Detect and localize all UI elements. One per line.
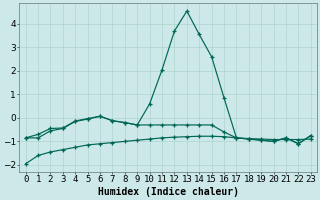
X-axis label: Humidex (Indice chaleur): Humidex (Indice chaleur) (98, 187, 239, 197)
